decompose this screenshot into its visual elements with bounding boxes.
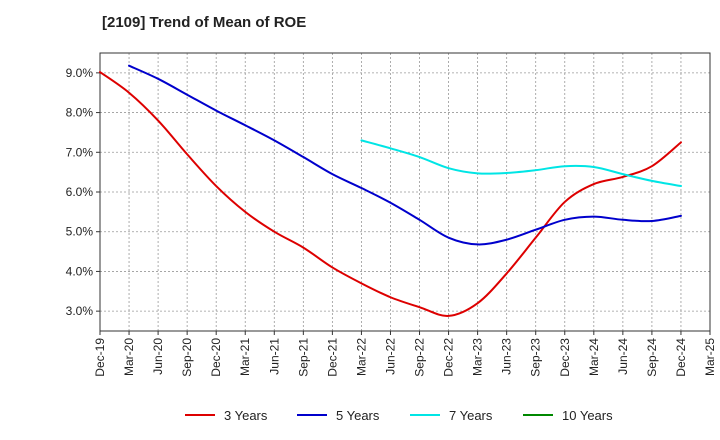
y-tick-label: 5.0% (66, 225, 94, 239)
x-tick-label: Dec-22 (442, 338, 456, 377)
x-tick-label: Sep-23 (529, 338, 543, 377)
y-tick-label: 7.0% (66, 145, 94, 159)
axes (96, 52, 711, 335)
x-tick-label: Jun-21 (267, 338, 281, 375)
x-tick-label: Dec-20 (209, 338, 223, 377)
x-tick-label: Sep-21 (296, 338, 310, 377)
x-tick-label: Mar-22 (354, 338, 368, 376)
x-tick-label: Dec-19 (93, 338, 107, 377)
x-tick-label: Sep-24 (645, 338, 659, 377)
x-tick-label: Mar-21 (238, 338, 252, 376)
x-tick-label: Sep-22 (413, 338, 427, 377)
legend-label-5-years: 5 Years (336, 408, 380, 423)
x-tick-label: Mar-25 (703, 338, 717, 376)
y-tick-label: 9.0% (66, 66, 94, 80)
chart-title: [2109] Trend of Mean of ROE (102, 14, 307, 31)
series-line-3-years (99, 71, 682, 317)
x-tick-label: Dec-24 (674, 338, 688, 377)
x-tick-labels: Dec-19 Mar-20 Jun-20 Sep-20 Dec-20 Mar-21 Jun-… (93, 338, 717, 377)
legend: 3 Years 5 Years 7 Years 10 Years (185, 408, 613, 423)
plot-area-border (99, 52, 711, 332)
x-tick-label: Jun-24 (616, 338, 630, 375)
series-lines (99, 64, 682, 317)
x-tick-label: Mar-23 (471, 338, 485, 376)
x-tick-label: Jun-23 (500, 338, 514, 375)
legend-label-10-years: 10 Years (562, 408, 613, 423)
y-tick-label: 8.0% (66, 106, 94, 120)
y-tick-labels: 3.0% 4.0% 5.0% 6.0% 7.0% 8.0% 9.0% (66, 66, 94, 318)
series-line-7-years (360, 139, 682, 188)
x-tick-label: Mar-20 (122, 338, 136, 376)
y-tick-label: 3.0% (66, 304, 94, 318)
x-tick-label: Dec-21 (325, 338, 339, 377)
x-tick-label: Jun-20 (151, 338, 165, 375)
grid-lines (99, 53, 711, 331)
x-tick-label: Dec-23 (558, 338, 572, 377)
legend-label-3-years: 3 Years (224, 408, 268, 423)
series-line-5-years (128, 64, 682, 246)
y-tick-label: 6.0% (66, 185, 94, 199)
x-tick-label: Jun-22 (383, 338, 397, 375)
y-tick-label: 4.0% (66, 264, 94, 278)
x-tick-label: Mar-24 (587, 338, 601, 376)
x-tick-label: Sep-20 (180, 338, 194, 377)
legend-label-7-years: 7 Years (449, 408, 493, 423)
